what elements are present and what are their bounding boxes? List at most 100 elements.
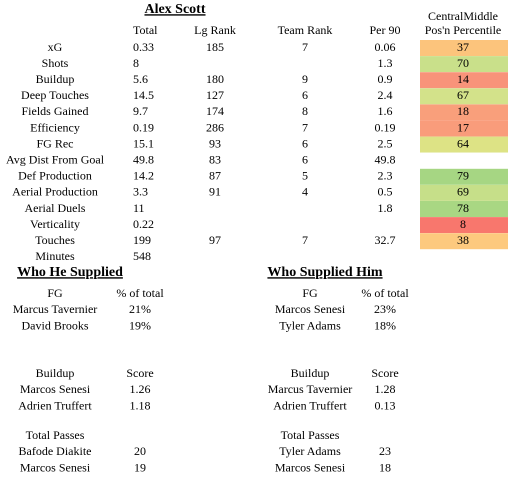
cell-value: 0.06 bbox=[375, 40, 396, 54]
subtable-cell: Marcos Senesi bbox=[20, 382, 91, 396]
percentile-cell bbox=[420, 120, 508, 137]
percentile-cell bbox=[420, 40, 508, 56]
cell-value: 0.22 bbox=[133, 217, 154, 231]
subtable-cell: 23 bbox=[379, 444, 391, 458]
subtable-header: Score bbox=[371, 366, 398, 380]
subtable-cell: Marcos Senesi bbox=[20, 460, 91, 474]
column-header: Team Rank bbox=[278, 23, 333, 37]
section-title: Who Supplied Him bbox=[267, 265, 382, 280]
percentile-cell bbox=[420, 72, 508, 89]
subtable-header: FG bbox=[302, 286, 318, 300]
percentile-value: 69 bbox=[457, 185, 469, 199]
row-label: Fields Gained bbox=[22, 104, 89, 118]
cell-value: 93 bbox=[209, 136, 221, 150]
percentile-cell bbox=[420, 88, 508, 105]
cell-value: 8 bbox=[302, 104, 308, 118]
cell-value: 7 bbox=[302, 40, 308, 54]
cell-value: 0.33 bbox=[133, 40, 154, 54]
subtable-header: Total Passes bbox=[281, 428, 340, 442]
percentile-value: 14 bbox=[457, 72, 469, 86]
column-header: Lg Rank bbox=[194, 23, 236, 37]
subtable-header: Buildup bbox=[291, 366, 330, 380]
percentile-value: 38 bbox=[457, 233, 469, 247]
subtable-cell: Marcos Senesi bbox=[275, 302, 346, 316]
cell-value: 87 bbox=[209, 169, 221, 183]
percentile-cell bbox=[420, 104, 508, 121]
subtable-cell: 18 bbox=[379, 460, 391, 474]
column-header: Total bbox=[133, 23, 158, 37]
cell-value: 91 bbox=[209, 185, 221, 199]
cell-value: 548 bbox=[133, 249, 151, 263]
subtable-cell: Tyler Adams bbox=[279, 444, 341, 458]
title: Alex Scott bbox=[144, 2, 205, 17]
subtable-header: Buildup bbox=[36, 366, 75, 380]
row-label: Deep Touches bbox=[21, 88, 89, 102]
cell-value: 7 bbox=[302, 120, 308, 134]
cell-value: 1.8 bbox=[378, 201, 393, 215]
subtable-cell: 1.28 bbox=[375, 382, 396, 396]
cell-value: 9 bbox=[302, 72, 308, 86]
cell-value: 5.6 bbox=[133, 72, 148, 86]
subtable-cell: Tyler Adams bbox=[279, 318, 341, 332]
cell-value: 6 bbox=[302, 136, 308, 150]
percentile-value: 37 bbox=[457, 40, 469, 54]
cell-value: 0.5 bbox=[378, 185, 393, 199]
percentile-value: 78 bbox=[457, 201, 469, 215]
row-label: Efficiency bbox=[30, 120, 80, 134]
cell-value: 1.6 bbox=[378, 104, 393, 118]
cell-value: 97 bbox=[209, 233, 221, 247]
cell-value: 7 bbox=[302, 233, 308, 247]
row-label: xG bbox=[48, 40, 63, 54]
cell-value: 83 bbox=[209, 152, 221, 166]
percentile-cell bbox=[420, 136, 508, 153]
subtable-cell: David Brooks bbox=[22, 318, 89, 332]
subtable-header: FG bbox=[47, 286, 63, 300]
cell-value: 5 bbox=[302, 169, 308, 183]
subtable-cell: Adrien Truffert bbox=[273, 398, 347, 412]
row-label: Touches bbox=[35, 233, 75, 247]
cell-value: 32.7 bbox=[375, 233, 396, 247]
row-label: Avg Dist From Goal bbox=[6, 152, 105, 166]
percentile-header: CentralMiddle bbox=[428, 9, 498, 23]
cell-value: 127 bbox=[206, 88, 224, 102]
cell-value: 14.5 bbox=[133, 88, 154, 102]
cell-value: 2.3 bbox=[378, 169, 393, 183]
cell-value: 6 bbox=[302, 152, 308, 166]
subtable-cell: 23% bbox=[374, 302, 396, 316]
cell-value: 15.1 bbox=[133, 136, 154, 150]
cell-value: 2.4 bbox=[378, 88, 393, 102]
subtable-cell: Marcos Senesi bbox=[275, 460, 346, 474]
section-title: Who He Supplied bbox=[17, 265, 123, 280]
cell-value: 1.3 bbox=[378, 56, 393, 70]
percentile-header: Pos'n Percentile bbox=[425, 23, 501, 37]
cell-value: 0.9 bbox=[378, 72, 393, 86]
cell-value: 4 bbox=[302, 185, 308, 199]
cell-value: 0.19 bbox=[375, 120, 396, 134]
cell-value: 0.19 bbox=[133, 120, 154, 134]
subtable-cell: 0.13 bbox=[375, 398, 396, 412]
percentile-cell bbox=[420, 184, 508, 201]
subtable-header: % of total bbox=[116, 286, 164, 300]
row-label: Buildup bbox=[36, 72, 75, 86]
percentile-value: 17 bbox=[457, 120, 469, 134]
cell-value: 8 bbox=[133, 56, 139, 70]
percentile-value: 8 bbox=[460, 217, 466, 231]
row-label: Aerial Duels bbox=[25, 201, 86, 215]
row-label: Verticality bbox=[30, 217, 80, 231]
row-label: Aerial Production bbox=[12, 185, 98, 199]
percentile-cell bbox=[420, 233, 508, 250]
column-header: Per 90 bbox=[370, 23, 401, 37]
subtable-header: Total Passes bbox=[26, 428, 85, 442]
percentile-value: 67 bbox=[457, 88, 469, 102]
subtable-cell: 21% bbox=[129, 302, 151, 316]
subtable-header: % of total bbox=[361, 286, 409, 300]
subtable-cell: Marcus Tavernier bbox=[268, 382, 353, 396]
cell-value: 9.7 bbox=[133, 104, 148, 118]
percentile-cell bbox=[420, 201, 508, 217]
cell-value: 286 bbox=[206, 120, 224, 134]
row-label: Minutes bbox=[35, 249, 75, 263]
cell-value: 3.3 bbox=[133, 185, 148, 199]
subtable-cell: 19 bbox=[134, 460, 146, 474]
subtable-cell: 1.18 bbox=[130, 398, 151, 412]
cell-value: 199 bbox=[133, 233, 151, 247]
